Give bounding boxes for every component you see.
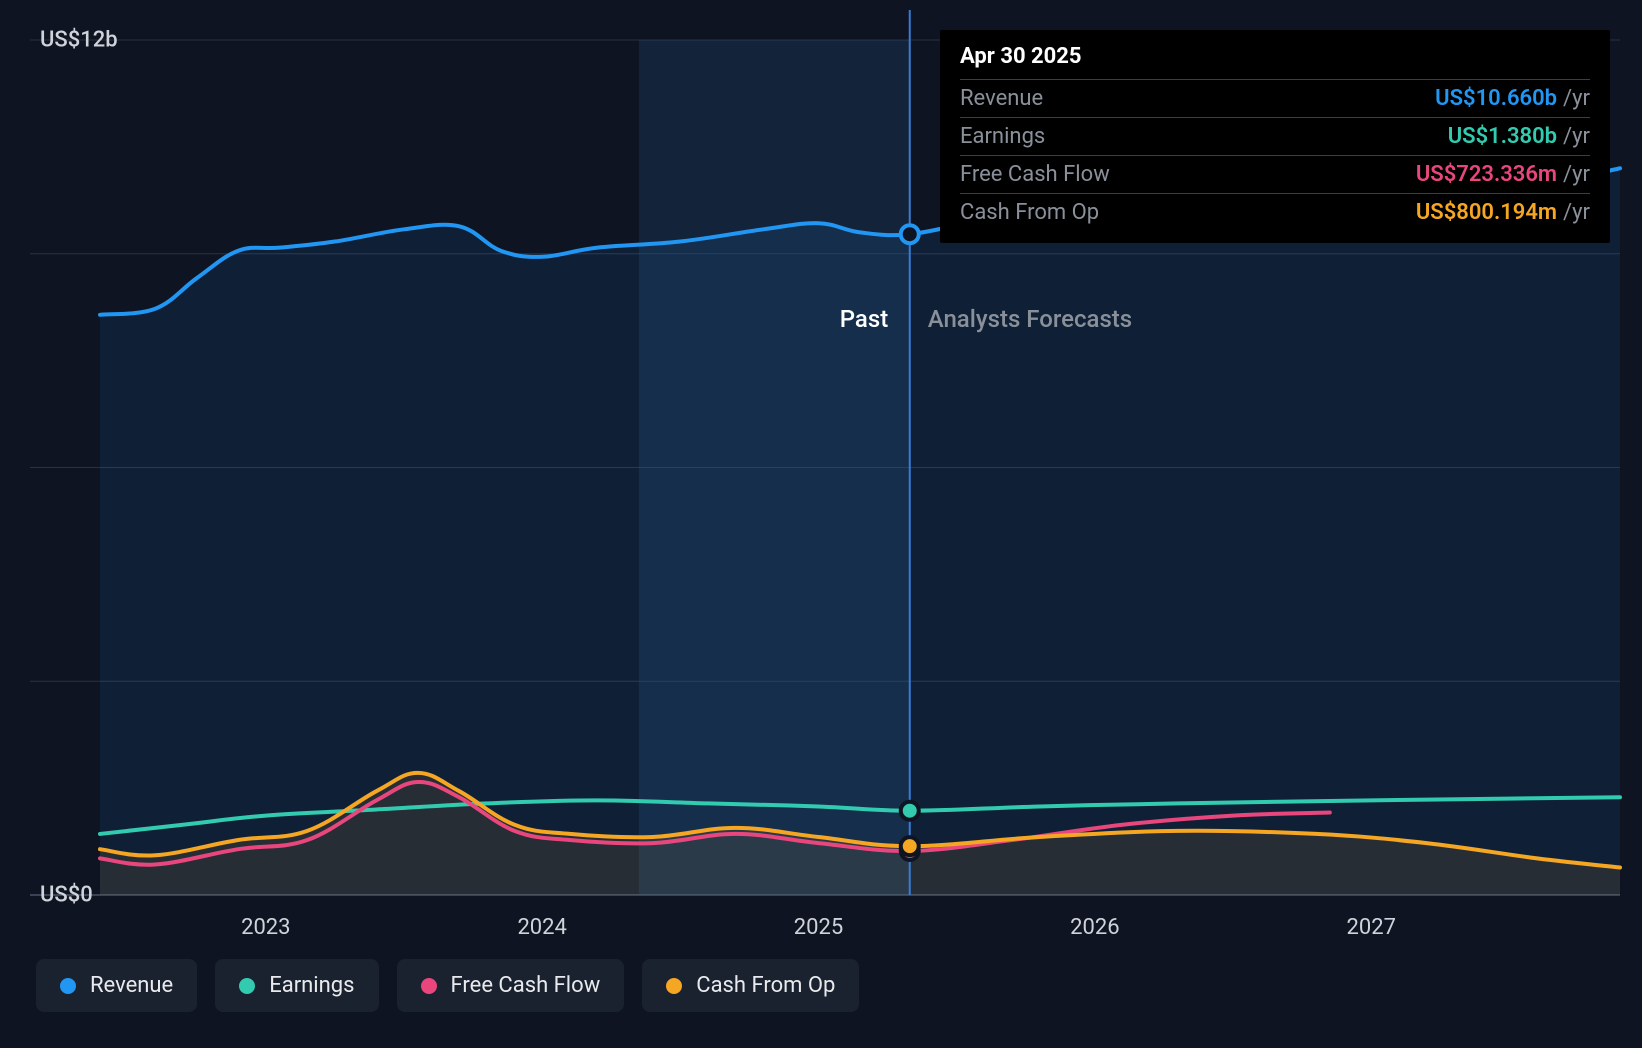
y-axis-label: US$0 <box>40 883 93 908</box>
legend-dot-icon <box>60 978 76 994</box>
tooltip-row-unit: /yr <box>1563 86 1590 111</box>
tooltip-row-unit: /yr <box>1563 124 1590 149</box>
legend-dot-icon <box>421 978 437 994</box>
legend-item-label: Cash From Op <box>696 973 835 998</box>
tooltip-row-value: US$723.336m <box>1416 162 1557 187</box>
past-label: Past <box>840 305 888 333</box>
tooltip-date: Apr 30 2025 <box>960 44 1590 80</box>
legend-item-earnings[interactable]: Earnings <box>215 959 378 1012</box>
tooltip-row: EarningsUS$1.380b/yr <box>960 118 1590 156</box>
tooltip-row-label: Cash From Op <box>960 200 1416 225</box>
forecast-label: Analysts Forecasts <box>928 305 1132 333</box>
legend-item-cash-from-op[interactable]: Cash From Op <box>642 959 859 1012</box>
legend-item-label: Earnings <box>269 973 354 998</box>
tooltip-row-unit: /yr <box>1563 200 1590 225</box>
x-axis-label: 2025 <box>794 915 843 940</box>
legend-item-label: Revenue <box>90 973 173 998</box>
legend-item-label: Free Cash Flow <box>451 973 601 998</box>
tooltip-row-label: Revenue <box>960 86 1435 111</box>
x-axis-label: 2027 <box>1347 915 1396 940</box>
x-axis-label: 2024 <box>517 915 566 940</box>
tooltip-row-value: US$800.194m <box>1416 200 1557 225</box>
legend-dot-icon <box>666 978 682 994</box>
x-axis-label: 2023 <box>241 915 290 940</box>
earnings-revenue-chart[interactable]: US$0 US$12b 2023 2024 2025 2026 2027 Past Ana… <box>0 0 1642 1048</box>
tooltip-row-unit: /yr <box>1563 162 1590 187</box>
legend-item-revenue[interactable]: Revenue <box>36 959 197 1012</box>
tooltip-row-value: US$10.660b <box>1435 86 1557 111</box>
y-axis-label: US$12b <box>40 28 118 53</box>
tooltip-row: Free Cash FlowUS$723.336m/yr <box>960 156 1590 194</box>
tooltip-row: RevenueUS$10.660b/yr <box>960 80 1590 118</box>
x-axis-label: 2026 <box>1070 915 1119 940</box>
chart-tooltip: Apr 30 2025 RevenueUS$10.660b/yrEarnings… <box>940 30 1610 243</box>
tooltip-row-label: Free Cash Flow <box>960 162 1416 187</box>
tooltip-row-value: US$1.380b <box>1448 124 1557 149</box>
legend-dot-icon <box>239 978 255 994</box>
tooltip-row-label: Earnings <box>960 124 1448 149</box>
legend-item-free-cash-flow[interactable]: Free Cash Flow <box>397 959 625 1012</box>
chart-legend: Revenue Earnings Free Cash Flow Cash From O… <box>36 959 859 1012</box>
tooltip-row: Cash From OpUS$800.194m/yr <box>960 194 1590 231</box>
